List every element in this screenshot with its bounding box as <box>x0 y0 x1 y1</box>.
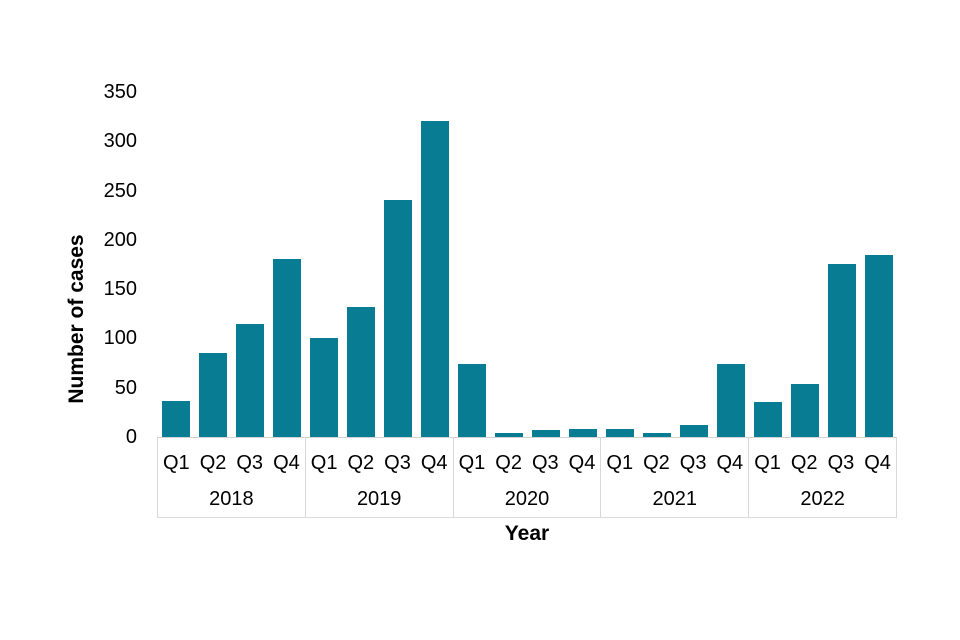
quarter-label-2021-Q1: Q1 <box>606 451 634 474</box>
bar-2018-Q2 <box>198 353 227 437</box>
year-group-2022: Q1 Q2 Q3 Q4 2022 <box>748 438 896 517</box>
year-group-2019: Q1 Q2 Q3 Q4 2019 <box>304 438 453 517</box>
quarter-label-2020-Q2: Q2 <box>495 451 522 474</box>
quarter-label-2019-Q3: Q3 <box>384 451 411 474</box>
y-tick-label-0: 0 <box>125 426 137 448</box>
year-group-2020: Q1 Q2 Q3 Q4 2020 <box>452 438 601 517</box>
year-group-2018: Q1 Q2 Q3 Q4 2018 <box>157 438 305 517</box>
quarter-label-2021-Q4: Q4 <box>716 451 744 474</box>
y-tick-label-50: 50 <box>114 376 137 399</box>
quarter-label-2019-Q1: Q1 <box>310 451 338 474</box>
bar-2021-Q4 <box>716 364 745 437</box>
bar-2018-Q4 <box>272 259 301 437</box>
y-tick-label-250: 250 <box>103 179 137 202</box>
quarter-label-2020-Q1: Q1 <box>458 451 486 474</box>
bar-2019-Q3 <box>383 200 412 437</box>
bar-2019-Q4 <box>420 121 449 437</box>
quarter-row-2021: Q1 Q2 Q3 Q4 <box>601 438 748 488</box>
bar-2020-Q2 <box>494 433 523 437</box>
bar-2020-Q4 <box>568 429 597 437</box>
y-tick-label-300: 300 <box>103 130 137 153</box>
bar-2022-Q1 <box>753 402 782 437</box>
year-label-2021: 2021 <box>652 488 698 510</box>
bar-2021-Q2 <box>642 433 671 437</box>
quarter-row-2019: Q1 Q2 Q3 Q4 <box>306 438 453 488</box>
bar-2021-Q1 <box>605 429 634 437</box>
bar-2020-Q1 <box>457 364 486 437</box>
bar-2021-Q3 <box>679 425 708 437</box>
bar-2022-Q3 <box>827 264 856 437</box>
y-tick-label-100: 100 <box>103 327 137 350</box>
bar-2019-Q2 <box>346 307 375 437</box>
quarter-row-2018: Q1 Q2 Q3 Q4 <box>158 438 305 488</box>
y-tick-label-200: 200 <box>103 228 137 251</box>
year-label-2022: 2022 <box>800 488 845 510</box>
bar-2019-Q1 <box>309 338 338 437</box>
y-tick-label-350: 350 <box>103 81 137 103</box>
bar-2018-Q1 <box>161 401 190 437</box>
quarter-label-2018-Q2: Q2 <box>199 451 227 474</box>
quarter-label-2022-Q3: Q3 <box>827 451 855 474</box>
quarter-label-2022-Q4: Q4 <box>864 451 891 474</box>
plot-area <box>157 85 897 437</box>
quarter-row-2020: Q1 Q2 Q3 Q4 <box>454 438 601 488</box>
quarter-label-2020-Q3: Q3 <box>531 451 559 474</box>
bar-2022-Q4 <box>864 255 893 437</box>
bar-2020-Q3 <box>531 430 560 437</box>
y-tick-label-150: 150 <box>103 278 137 301</box>
year-label-2019: 2019 <box>356 488 402 510</box>
x-axis-category-box: Q1 Q2 Q3 Q4 2018 Q1 Q2 Q3 Q4 2019 Q1 Q2 Q3 Q4 2020 Q1 Q2… <box>157 437 897 518</box>
quarter-label-2022-Q1: Q1 <box>754 451 781 474</box>
x-axis-title: Year <box>504 522 550 545</box>
quarter-label-2018-Q4: Q4 <box>273 451 300 474</box>
year-label-2020: 2020 <box>504 488 550 510</box>
quarter-label-2018-Q1: Q1 <box>163 451 190 474</box>
quarter-label-2020-Q4: Q4 <box>568 451 596 474</box>
quarter-label-2018-Q3: Q3 <box>236 451 264 474</box>
quarter-label-2022-Q2: Q2 <box>790 451 818 474</box>
quarter-label-2021-Q2: Q2 <box>643 451 670 474</box>
bar-2018-Q3 <box>235 324 264 437</box>
quarter-row-2022: Q1 Q2 Q3 Q4 <box>749 438 896 488</box>
quarter-label-2021-Q3: Q3 <box>679 451 707 474</box>
quarter-label-2019-Q2: Q2 <box>347 451 375 474</box>
bar-2022-Q2 <box>790 384 819 437</box>
year-label-2018: 2018 <box>209 488 254 510</box>
quarter-label-2019-Q4: Q4 <box>420 451 448 474</box>
year-group-2021: Q1 Q2 Q3 Q4 2021 <box>600 438 748 517</box>
